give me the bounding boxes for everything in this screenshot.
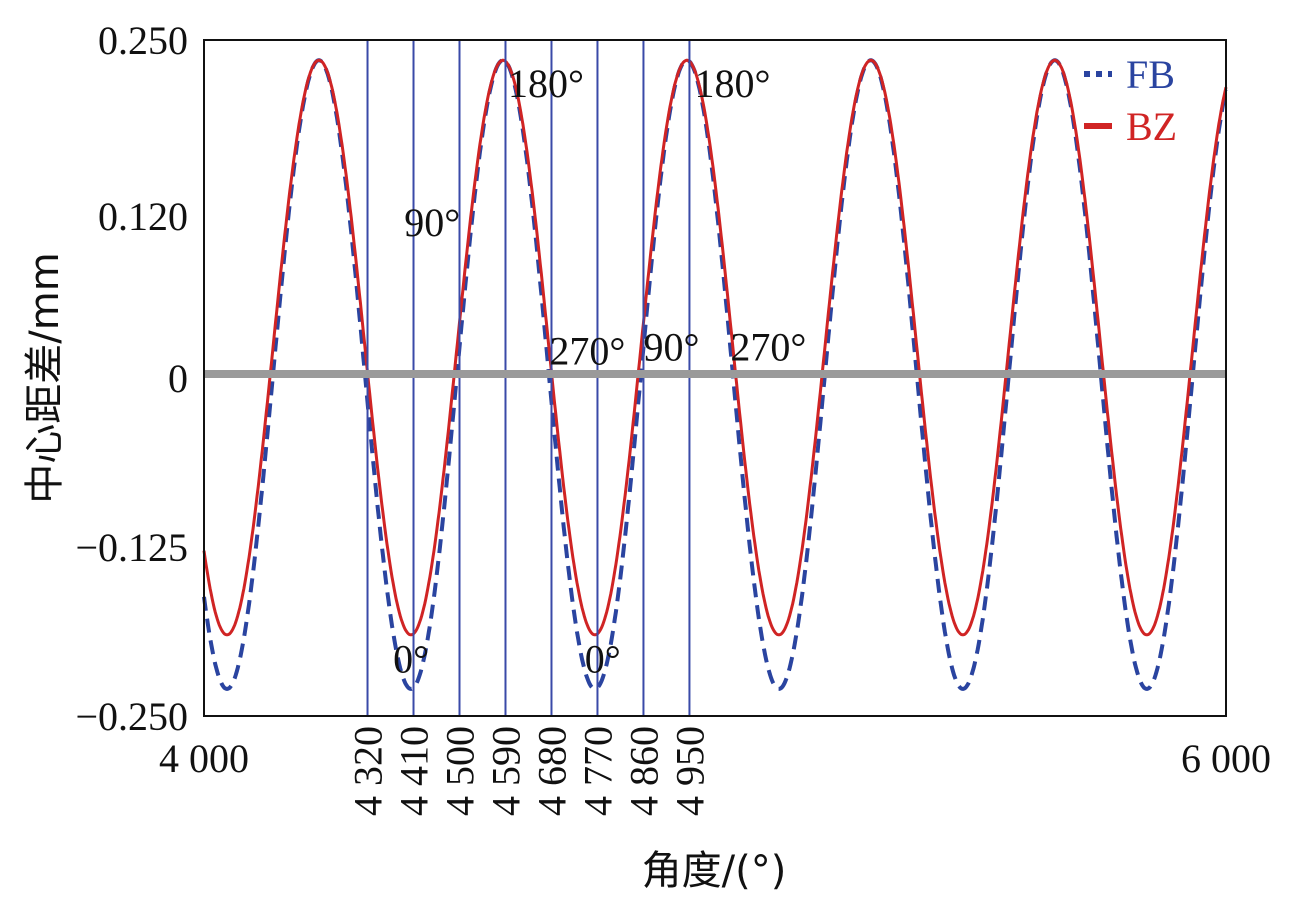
legend: FB BZ [1084, 52, 1177, 149]
series-line-bz [202, 58, 1228, 637]
x-tick-label-rotated: 4 680 [529, 726, 574, 816]
annotation-label: 180° [508, 61, 584, 106]
legend-label-bz: BZ [1126, 104, 1177, 149]
x-tick-label-rotated: 4 500 [438, 726, 483, 816]
annotation-label: 0° [393, 637, 429, 682]
annotation-label: 270° [549, 328, 625, 373]
x-tick-label: 6 000 [1181, 736, 1271, 781]
x-axis-label: 角度/(°) [642, 848, 787, 894]
y-tick-label: −0.125 [75, 525, 188, 570]
x-tick-label-rotated: 4 860 [621, 726, 666, 816]
x-tick-label-rotated: 4 770 [575, 726, 620, 816]
data-series-group [202, 58, 1228, 691]
legend-label-fb: FB [1126, 52, 1175, 97]
x-tick-label-rotated: 4 590 [483, 726, 528, 816]
y-tick-label: 0 [168, 356, 188, 401]
y-tick-label: 0.120 [98, 194, 188, 239]
annotation-label: 0° [585, 637, 621, 682]
annotations-group: 180° 180° 90° 270° 90° 270° 0° 0° [393, 61, 806, 682]
vertical-markers-group [366, 40, 691, 716]
x-tick-label: 4 000 [159, 736, 249, 781]
annotation-label: 180° [695, 61, 771, 106]
annotation-label: 90° [643, 324, 699, 369]
plot-frame [203, 39, 1227, 717]
x-tick-label-rotated: 4 410 [392, 726, 437, 816]
x-tick-label-rotated: 4 320 [346, 726, 391, 816]
annotation-label: 270° [730, 324, 806, 369]
y-tick-label: 0.250 [98, 18, 188, 63]
y-tick-label: −0.250 [75, 694, 188, 739]
x-tick-label-rotated: 4 950 [667, 726, 712, 816]
y-axis-label: 中心距差/mm [22, 252, 68, 503]
annotation-label: 90° [404, 200, 460, 245]
